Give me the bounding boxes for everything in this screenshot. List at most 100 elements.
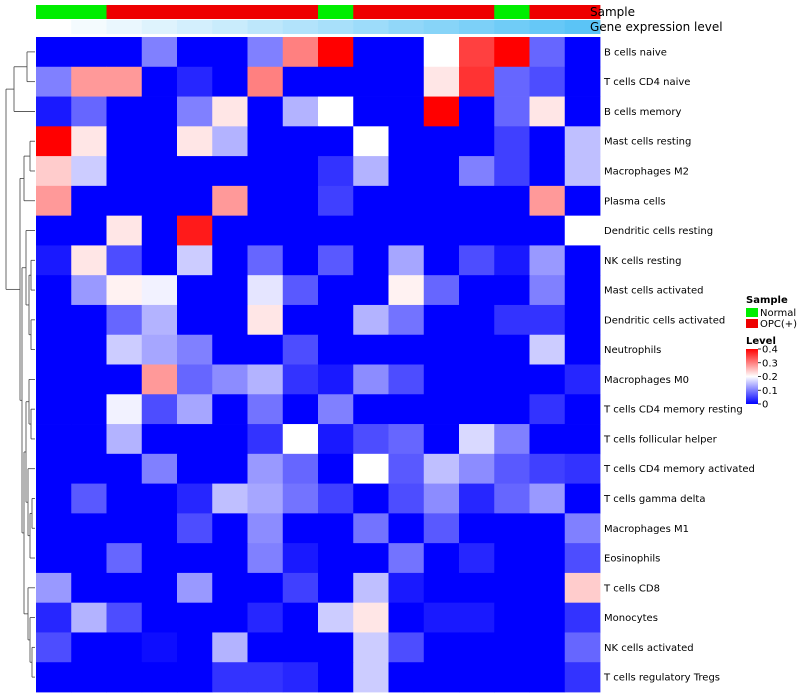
heatmap-cell <box>564 96 601 127</box>
row-label: T cells CD4 memory activated <box>603 464 755 475</box>
legend-level-ticks: 0.4 0.3 0.2 0.1 0 <box>758 345 778 411</box>
heatmap-cell <box>212 245 248 276</box>
heatmap-cell <box>353 364 389 395</box>
heatmap-cell <box>388 513 425 544</box>
row-dendrogram <box>5 51 35 678</box>
sample-track-cell <box>318 5 354 19</box>
heatmap-cell <box>141 632 178 663</box>
heatmap-cell <box>529 304 566 336</box>
heatmap-cell <box>71 245 107 276</box>
heatmap-cell <box>423 453 460 484</box>
row-label: Monocytes <box>604 613 658 624</box>
heatmap-cell <box>212 364 248 395</box>
expression-track-cell <box>423 20 460 34</box>
heatmap-cell <box>459 215 495 246</box>
heatmap-cell <box>353 66 389 97</box>
heatmap-cell <box>282 483 319 514</box>
heatmap-cell <box>529 513 566 544</box>
row-label: Plasma cells <box>604 196 666 207</box>
heatmap-cell <box>529 37 566 68</box>
sample-track-cell <box>141 5 178 19</box>
heatmap-cell <box>247 632 284 663</box>
heatmap-cell <box>494 126 530 157</box>
row-label: Macrophages M2 <box>604 166 689 177</box>
heatmap-cell <box>212 662 248 693</box>
heatmap-cell <box>318 275 354 306</box>
heatmap-cell <box>71 453 107 484</box>
heatmap-cell <box>353 334 389 365</box>
heatmap-cell <box>423 334 460 365</box>
sample-track-label: Sample <box>590 5 635 19</box>
heatmap-cell <box>388 364 425 395</box>
legend-label-normal: Normal <box>760 308 796 319</box>
heatmap-cell <box>282 37 319 68</box>
heatmap-cell <box>106 572 143 604</box>
heatmap-cell <box>318 304 354 336</box>
heatmap-cell <box>564 156 601 187</box>
legend-tick-label: 0.3 <box>762 358 778 369</box>
heatmap-cell <box>177 126 213 157</box>
heatmap-cell <box>282 126 319 157</box>
sample-track-cell <box>459 5 495 19</box>
heatmap-cell <box>494 662 530 693</box>
heatmap-cell <box>247 572 284 604</box>
heatmap-cell <box>494 424 530 455</box>
heatmap-cell <box>36 543 72 574</box>
sample-track-cell <box>282 5 319 19</box>
expression-track-cell <box>141 20 178 34</box>
heatmap-cell <box>141 275 178 306</box>
heatmap-cell <box>388 662 425 693</box>
row-label: Eosinophils <box>604 554 660 565</box>
heatmap-cell <box>564 543 601 574</box>
heatmap-cell <box>212 156 248 187</box>
heatmap-cell <box>141 572 178 604</box>
heatmap-cell <box>459 245 495 276</box>
heatmap-cell <box>459 483 495 514</box>
heatmap-cell <box>353 156 389 187</box>
heatmap-cell <box>529 96 566 127</box>
heatmap-cell <box>36 662 72 693</box>
heatmap-cell <box>494 513 530 544</box>
sample-track-cell <box>36 5 72 19</box>
heatmap-cell <box>36 185 72 217</box>
legend-tick-label: 0.4 <box>762 345 778 356</box>
heatmap-cell <box>71 304 107 336</box>
heatmap-cell <box>318 334 354 365</box>
heatmap-cell <box>36 96 72 127</box>
row-label: Dendritic cells resting <box>604 226 713 237</box>
row-label: NK cells activated <box>604 643 694 654</box>
heatmap-cell <box>71 126 107 157</box>
sample-track-cell <box>494 5 530 19</box>
heatmap-cell <box>353 602 389 633</box>
heatmap-cell <box>529 215 566 246</box>
expression-track-cell <box>353 20 389 34</box>
heatmap-cell <box>177 334 213 365</box>
heatmap-cell <box>494 37 530 68</box>
heatmap-cell <box>494 275 530 306</box>
heatmap-cell <box>423 66 460 97</box>
heatmap-cell <box>423 632 460 663</box>
sample-track-cell <box>353 5 389 19</box>
heatmap-cell <box>282 304 319 336</box>
row-label: B cells naive <box>604 47 667 58</box>
heatmap-cell <box>71 543 107 574</box>
heatmap-cell <box>71 572 107 604</box>
row-label: NK cells resting <box>604 256 681 267</box>
heatmap-cell <box>494 156 530 187</box>
heatmap-cell <box>177 245 213 276</box>
heatmap-cell <box>212 334 248 365</box>
heatmap-cell <box>318 572 354 604</box>
heatmap-cell <box>494 245 530 276</box>
sample-track-cell <box>388 5 425 19</box>
row-label: Macrophages M0 <box>604 375 689 386</box>
heatmap-cell <box>529 156 566 187</box>
heatmap-cell <box>177 364 213 395</box>
heatmap-cell <box>247 453 284 484</box>
heatmap-cell <box>388 66 425 97</box>
heatmap-cell <box>247 483 284 514</box>
heatmap-cell <box>529 632 566 663</box>
heatmap-cell <box>564 572 601 604</box>
heatmap-cell <box>494 304 530 336</box>
sample-track-cell <box>177 5 213 19</box>
heatmap-cell <box>423 662 460 693</box>
